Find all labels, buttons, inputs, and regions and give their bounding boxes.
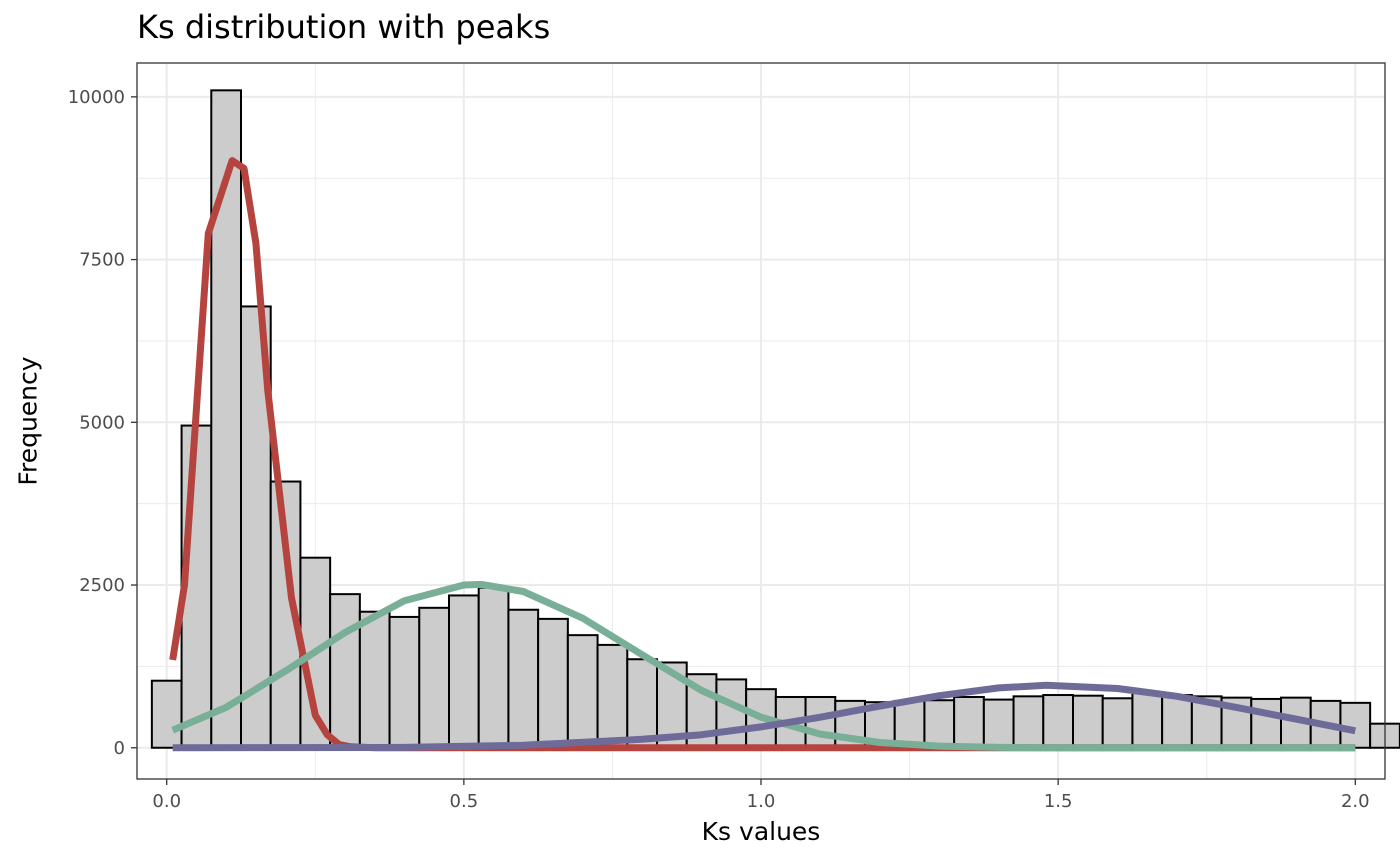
histogram-bar: [388, 615, 421, 749]
histogram-bar: [1131, 691, 1164, 749]
y-tick-label: 7500: [79, 250, 125, 271]
histogram-bar: [1250, 697, 1283, 749]
histogram-bar: [566, 634, 599, 749]
x-tick-label: 2.0: [1341, 791, 1370, 812]
histogram-bar: [210, 89, 243, 749]
histogram-bar: [1042, 694, 1075, 749]
x-tick-label: 1.5: [1044, 791, 1073, 812]
y-tick-label: 2500: [79, 575, 125, 596]
peak-curves: [169, 157, 1356, 752]
y-tick-label: 5000: [79, 412, 125, 433]
histogram-bar: [150, 679, 183, 749]
peak-2-curve: [171, 580, 1356, 752]
histogram-bar: [982, 698, 1015, 749]
histogram-bar: [358, 610, 391, 749]
histogram-bar: [418, 606, 450, 749]
histogram-bar: [953, 695, 985, 749]
peak-3-curve: [172, 681, 1356, 752]
y-tick-label: 0: [114, 738, 125, 759]
y-tick-label: 10000: [68, 87, 125, 108]
x-tick-label: 0.0: [152, 791, 181, 812]
histogram-bars: [150, 89, 1400, 749]
x-axis-label: Ks values: [701, 817, 821, 846]
axes: 0.0 0.5 1.0 1.5 2.0 0 2500 5000 7500 10000: [68, 87, 1370, 812]
histogram-bar: [507, 608, 540, 749]
histogram-bar: [626, 658, 658, 749]
histogram-bar: [448, 594, 480, 749]
x-tick-label: 0.5: [450, 791, 479, 812]
histogram-bar: [596, 643, 629, 749]
histogram-bar: [1161, 694, 1193, 749]
histogram-bar: [804, 695, 837, 749]
histogram-bar: [1012, 695, 1045, 749]
chart-title: Ks distribution with peaks: [137, 8, 551, 46]
histogram-bar: [537, 617, 569, 749]
histogram-bar: [923, 699, 956, 749]
histogram-bar: [1072, 694, 1104, 749]
x-tick-label: 1.0: [747, 791, 776, 812]
histogram-bar: [715, 678, 748, 749]
histogram-bar: [329, 593, 361, 749]
histogram-bar: [477, 586, 510, 749]
histogram-bar: [1101, 697, 1134, 749]
